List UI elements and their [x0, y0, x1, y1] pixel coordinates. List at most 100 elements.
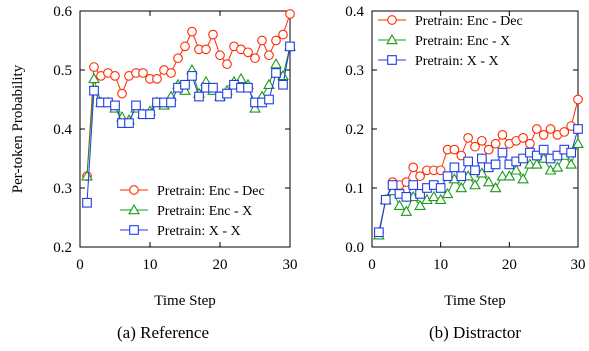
data-point: [110, 100, 120, 111]
y-tick-label: 0.1: [345, 181, 364, 197]
data-point: [271, 35, 281, 46]
data-point: [138, 68, 148, 78]
legend-marker: [387, 15, 397, 25]
y-tick-label: 0.2: [53, 240, 72, 256]
legend-label: Pretrain: Enc - X: [157, 204, 252, 219]
data-point: [497, 130, 508, 140]
data-point: [477, 153, 487, 164]
data-point: [201, 44, 211, 55]
data-point: [89, 62, 99, 72]
data-point: [257, 35, 267, 46]
data-point: [278, 29, 288, 40]
data-point: [264, 50, 274, 61]
data-point: [483, 144, 494, 155]
data-point: [469, 178, 481, 190]
y-tick-label: 0.4: [345, 4, 364, 20]
data-point: [490, 138, 501, 149]
data-point: [194, 91, 204, 102]
data-point: [243, 82, 253, 93]
data-point: [117, 88, 127, 99]
data-point: [573, 94, 583, 105]
data-point: [278, 79, 288, 90]
data-point: [449, 144, 460, 155]
data-point: [387, 180, 398, 190]
data-point: [110, 71, 120, 81]
data-point: [463, 156, 473, 167]
y-tick-label: 0.4: [53, 122, 72, 138]
chart-reference: 0 10 20 30 0.2 0.3 0.4 0.5 0.6 Time Step Per-token…: [10, 4, 298, 342]
legend-label: Pretrain: Enc - Dec: [415, 14, 523, 29]
data-point: [503, 170, 516, 181]
data-point: [285, 41, 295, 52]
data-point: [263, 78, 275, 90]
data-point: [524, 158, 536, 169]
data-point: [88, 72, 100, 84]
data-point: [166, 97, 176, 108]
data-point: [208, 82, 218, 93]
y-tick-label: 0.0: [345, 240, 364, 256]
data-point: [173, 53, 183, 64]
data-point: [559, 127, 570, 137]
data-point: [427, 190, 440, 202]
data-point: [470, 141, 480, 152]
data-point: [208, 29, 218, 40]
data-point: [435, 183, 446, 193]
data-point: [215, 50, 225, 61]
data-point: [249, 102, 261, 113]
data-point: [145, 109, 155, 120]
data-point: [393, 199, 406, 210]
data-point: [124, 118, 134, 128]
data-point: [374, 227, 384, 238]
legend-label: Pretrain: X - X: [157, 224, 241, 239]
legend-marker: [129, 185, 139, 195]
y-tick-label: 0.6: [53, 4, 72, 20]
data-point: [414, 199, 426, 210]
data-point: [441, 187, 454, 199]
data-point: [152, 73, 162, 84]
data-point: [573, 124, 583, 134]
x-tick-label: 10: [433, 257, 448, 273]
data-point: [449, 162, 460, 173]
legend-marker: [129, 225, 139, 235]
data-point: [250, 53, 260, 64]
data-point: [565, 158, 578, 169]
data-point: [187, 26, 197, 37]
data-point: [400, 205, 413, 216]
data-point: [81, 170, 93, 181]
data-point: [551, 161, 564, 172]
data-point: [270, 58, 282, 69]
y-tick-label: 0.2: [345, 122, 364, 138]
data-point: [538, 130, 549, 140]
x-tick-label: 30: [283, 257, 298, 273]
data-point: [489, 181, 502, 193]
data-point: [187, 71, 197, 81]
data-point: [180, 41, 190, 52]
data-point: [285, 9, 295, 19]
data-point: [482, 176, 495, 187]
data-point: [408, 162, 419, 173]
legend-marker: [128, 203, 140, 215]
figure-caption: (b) Distractor: [429, 323, 521, 342]
data-point: [552, 150, 563, 161]
y-tick-label: 0.5: [53, 63, 72, 79]
data-point: [497, 147, 508, 158]
legend-marker: [386, 33, 398, 45]
data-point: [463, 133, 473, 143]
data-point: [531, 150, 542, 161]
data-point: [525, 138, 535, 149]
legend-label: Pretrain: Enc - Dec: [157, 184, 265, 199]
data-point: [530, 158, 543, 169]
data-point: [415, 171, 425, 182]
data-point: [566, 147, 576, 158]
y-tick-label: 0.3: [345, 63, 364, 79]
x-tick-label: 0: [368, 257, 376, 273]
data-point: [477, 135, 487, 146]
data-point: [496, 170, 509, 181]
x-tick-label: 30: [571, 257, 586, 273]
y-axis-title: Per-token Probability: [10, 64, 26, 193]
data-point: [456, 171, 467, 182]
legend-marker: [387, 55, 397, 65]
data-point: [531, 124, 542, 134]
data-point: [490, 159, 501, 170]
